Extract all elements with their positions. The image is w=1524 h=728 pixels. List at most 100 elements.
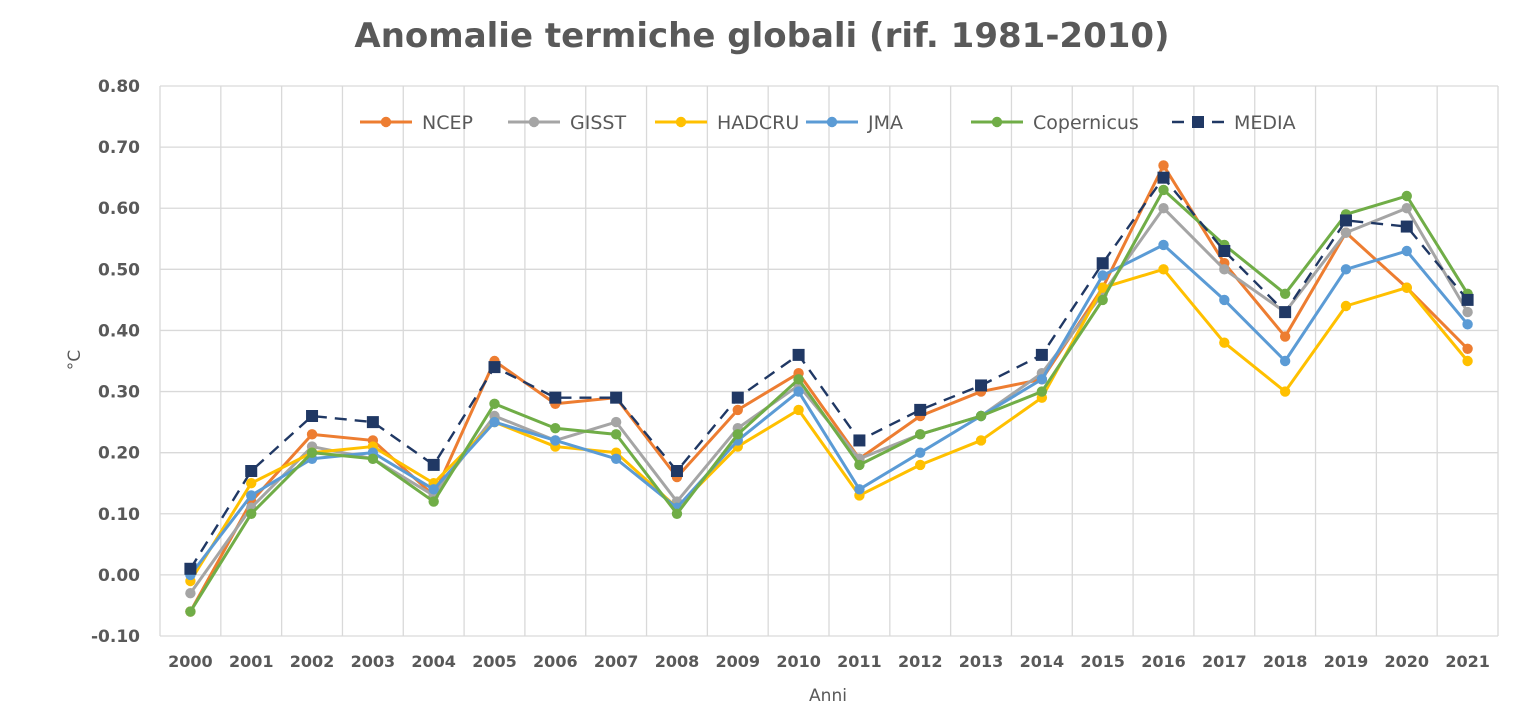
series-line <box>189 176 1469 570</box>
data-point <box>1401 203 1412 214</box>
series-copernicus <box>185 184 1473 617</box>
data-point <box>1158 239 1169 251</box>
x-tick-label: 2010 <box>776 652 821 671</box>
data-point <box>1218 245 1231 257</box>
data-point <box>245 465 258 477</box>
data-point <box>306 429 318 440</box>
x-tick-label: 2008 <box>655 652 700 671</box>
legend-item-ncep: NCEP <box>360 112 473 134</box>
data-point <box>915 447 926 458</box>
legend-item-media: MEDIA <box>1172 112 1296 134</box>
data-point <box>427 458 440 471</box>
data-point <box>793 404 804 416</box>
data-point <box>185 588 196 599</box>
series-media <box>184 171 1474 575</box>
x-tick-label: 2005 <box>472 652 517 671</box>
data-point <box>1400 220 1413 233</box>
x-tick-label: 2006 <box>533 652 578 671</box>
x-tick-label: 2001 <box>229 652 274 671</box>
data-point <box>1279 288 1291 299</box>
y-tick-label: 0.50 <box>98 260 140 280</box>
legend-marker <box>528 116 540 128</box>
data-point <box>306 447 318 458</box>
data-point <box>1097 270 1108 281</box>
data-point <box>610 453 622 464</box>
data-point <box>489 416 500 428</box>
data-point <box>1036 386 1048 397</box>
x-axis: 2000 2001 2002 2003 2004 2005 2006 2007 2008 2009… <box>168 652 1490 671</box>
series-line <box>189 243 1469 576</box>
legend-label: JMA <box>867 112 903 134</box>
series-line <box>189 188 1469 613</box>
data-point <box>975 410 987 422</box>
data-point <box>1339 214 1352 227</box>
y-tick-label: 0.80 <box>98 77 140 97</box>
data-point <box>671 508 683 519</box>
series-line <box>189 267 1469 582</box>
legend-label: GISST <box>570 112 626 134</box>
data-point <box>428 484 439 495</box>
data-point <box>1158 160 1169 171</box>
data-point <box>610 391 623 404</box>
x-tick-label: 2003 <box>351 652 396 671</box>
data-point <box>246 508 257 519</box>
data-point <box>792 348 805 361</box>
data-point <box>367 453 379 464</box>
data-point <box>246 490 257 501</box>
chart-title: Anomalie termiche globali (rif. 1981-201… <box>354 16 1169 56</box>
data-point <box>1340 264 1352 275</box>
legend-item-copernicus: Copernicus <box>971 112 1139 134</box>
data-point <box>1462 343 1473 354</box>
data-point <box>670 465 683 477</box>
data-point <box>914 403 927 416</box>
x-tick-label: 2014 <box>1020 652 1065 671</box>
data-point <box>793 386 804 397</box>
data-point <box>610 416 622 428</box>
legend-marker <box>380 116 392 128</box>
legend-marker <box>1192 116 1204 128</box>
data-point <box>1461 293 1474 306</box>
data-point <box>1462 319 1473 330</box>
data-point <box>550 423 561 434</box>
y-tick-label: 0.20 <box>98 444 140 464</box>
x-tick-label: 2021 <box>1445 652 1490 671</box>
x-tick-label: 2016 <box>1141 652 1186 671</box>
data-point <box>610 429 622 440</box>
x-tick-label: 2019 <box>1324 652 1369 671</box>
series-group <box>184 160 1474 617</box>
x-tick-label: 2011 <box>837 652 882 671</box>
data-point <box>915 429 926 440</box>
data-point <box>1158 184 1169 196</box>
data-point <box>793 374 804 385</box>
data-point <box>1219 337 1230 348</box>
legend-marker <box>826 116 838 128</box>
x-tick-label: 2020 <box>1385 652 1430 671</box>
legend-label: Copernicus <box>1033 112 1139 134</box>
legend-label: MEDIA <box>1234 112 1296 134</box>
data-point <box>731 391 744 404</box>
y-axis-label: °C <box>65 350 85 370</box>
legend-item-jma: JMA <box>806 112 903 134</box>
data-point <box>1401 282 1412 293</box>
x-tick-label: 2013 <box>959 652 1004 671</box>
data-point <box>975 379 988 392</box>
data-point <box>489 398 500 409</box>
x-tick-label: 2015 <box>1080 652 1125 671</box>
x-tick-label: 2004 <box>411 652 456 671</box>
data-point <box>1401 190 1412 202</box>
y-tick-label: 0.40 <box>98 321 140 341</box>
data-point <box>488 361 501 374</box>
data-point <box>1279 355 1291 367</box>
data-point <box>854 459 865 471</box>
legend: NCEP GISST HADCRU JMA Copernicus MEDIA <box>360 112 1296 134</box>
data-point <box>185 606 196 617</box>
y-tick-label: 0.30 <box>98 383 140 403</box>
x-tick-label: 2009 <box>716 652 761 671</box>
data-point <box>1097 294 1108 306</box>
x-axis-label: Anni <box>809 686 847 706</box>
data-point <box>1279 386 1291 397</box>
data-point <box>1035 348 1048 361</box>
y-tick-label: 0.00 <box>98 566 140 586</box>
y-tick-label: 0.70 <box>98 138 140 158</box>
